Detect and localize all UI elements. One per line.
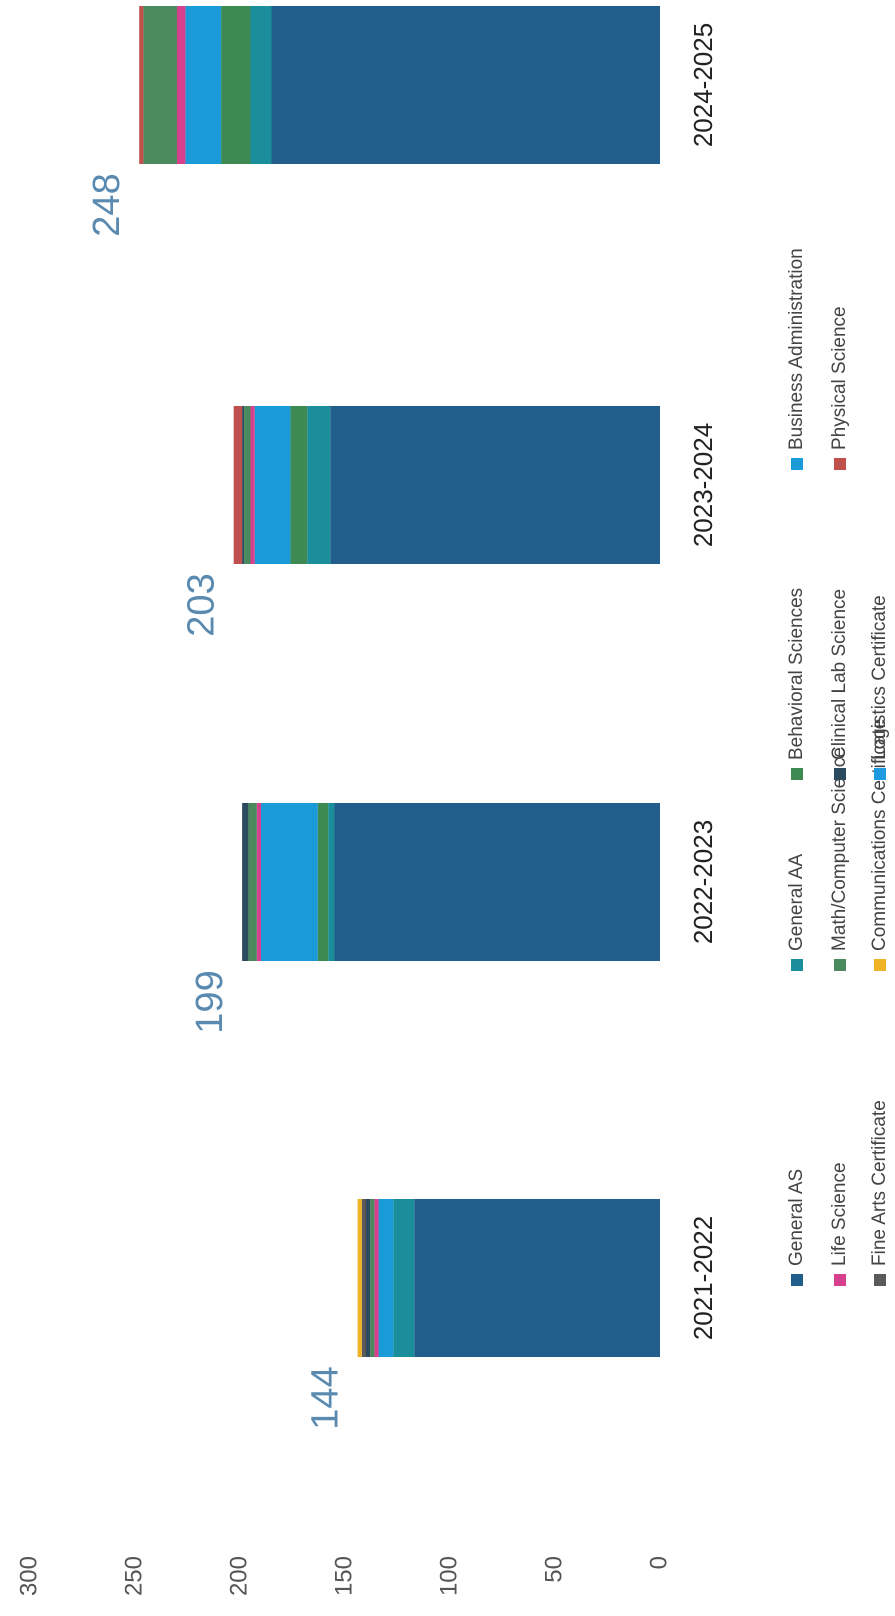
y-tick-label: 300	[15, 1556, 42, 1596]
bar-segment	[357, 1199, 362, 1357]
legend-swatch	[791, 1274, 803, 1286]
legend-label: Logistics Certificate	[869, 595, 890, 760]
legend-label: Fine Arts Certificate	[869, 1100, 890, 1266]
bar-segment	[414, 1199, 660, 1357]
total-label: 199	[189, 970, 231, 1033]
bar-segment	[244, 406, 251, 564]
x-tick-label: 2023-2024	[688, 423, 718, 547]
y-tick-label: 100	[435, 1556, 462, 1596]
bar-segment	[242, 406, 245, 564]
bar-segment	[307, 406, 331, 564]
bar-segment	[143, 6, 177, 164]
bar-segment	[221, 6, 251, 164]
x-tick-label: 2021-2022	[688, 1216, 718, 1340]
bar-segment	[256, 803, 261, 961]
bar-segment	[250, 6, 272, 164]
legend-swatch	[874, 959, 886, 971]
legend-label: General AA	[786, 854, 807, 951]
legend-swatch	[791, 959, 803, 971]
legend-swatch	[874, 1274, 886, 1286]
bar-segment	[378, 1199, 394, 1357]
legend-swatch	[834, 1274, 846, 1286]
total-label: 144	[305, 1366, 347, 1429]
legend-swatch	[791, 458, 803, 470]
y-tick-label: 150	[330, 1556, 357, 1596]
bar-segment	[328, 803, 335, 961]
bar-segment	[361, 1199, 366, 1357]
x-tick-label: 2024-2025	[688, 23, 718, 147]
legend-swatch	[791, 768, 803, 780]
legend-label: Life Science	[829, 1162, 850, 1266]
legend-label: Math/Computer Science	[829, 747, 850, 951]
legend-swatch	[874, 768, 886, 780]
bar-segment	[370, 1199, 375, 1357]
bar-segment	[334, 803, 660, 961]
legend-swatch	[834, 458, 846, 470]
bar-segment	[185, 6, 222, 164]
bar-segment	[139, 6, 144, 164]
legend-label: General AS	[786, 1169, 807, 1266]
legend-swatch	[834, 959, 846, 971]
total-label: 203	[181, 573, 223, 636]
x-tick-label: 2022-2023	[688, 820, 718, 944]
bar-segment	[254, 406, 291, 564]
legend-swatch	[834, 768, 846, 780]
bar-segment	[271, 6, 660, 164]
legend-label: Physical Science	[829, 306, 850, 450]
bar-segment	[366, 1199, 371, 1357]
bar-segment	[233, 406, 243, 564]
bar-segment	[317, 803, 329, 961]
bar-segment	[248, 803, 257, 961]
bar-segment	[250, 406, 255, 564]
bar-segment	[393, 1199, 415, 1357]
legend-label: Clinical Lab Science	[829, 589, 850, 760]
bar-segment	[261, 803, 318, 961]
y-tick-label: 250	[120, 1556, 147, 1596]
y-tick-label: 50	[540, 1556, 567, 1583]
legend-label: Business Administration	[786, 248, 807, 450]
bar-segment	[290, 406, 308, 564]
bar-segment	[374, 1199, 379, 1357]
bar-segment	[242, 803, 249, 961]
y-tick-label: 200	[225, 1556, 252, 1596]
bar-segment	[177, 6, 186, 164]
rotated-chart: 0 50 100 150 200 250 300 2021-2022 144 2022-2023 1…	[15, 6, 890, 1596]
total-label: 248	[86, 173, 128, 236]
legend-label: Behavioral Sciences	[786, 588, 807, 760]
bar-segment	[330, 406, 660, 564]
y-tick-label: 0	[645, 1556, 672, 1569]
